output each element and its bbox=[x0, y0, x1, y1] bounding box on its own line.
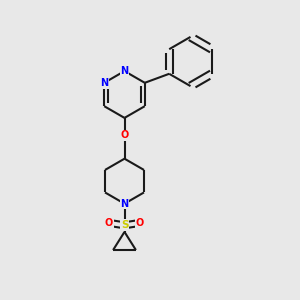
Text: N: N bbox=[120, 66, 129, 76]
Text: O: O bbox=[120, 130, 129, 140]
Text: O: O bbox=[136, 218, 144, 228]
Text: O: O bbox=[105, 218, 113, 228]
Text: N: N bbox=[120, 199, 129, 209]
Text: N: N bbox=[100, 78, 108, 88]
Text: S: S bbox=[121, 220, 128, 230]
